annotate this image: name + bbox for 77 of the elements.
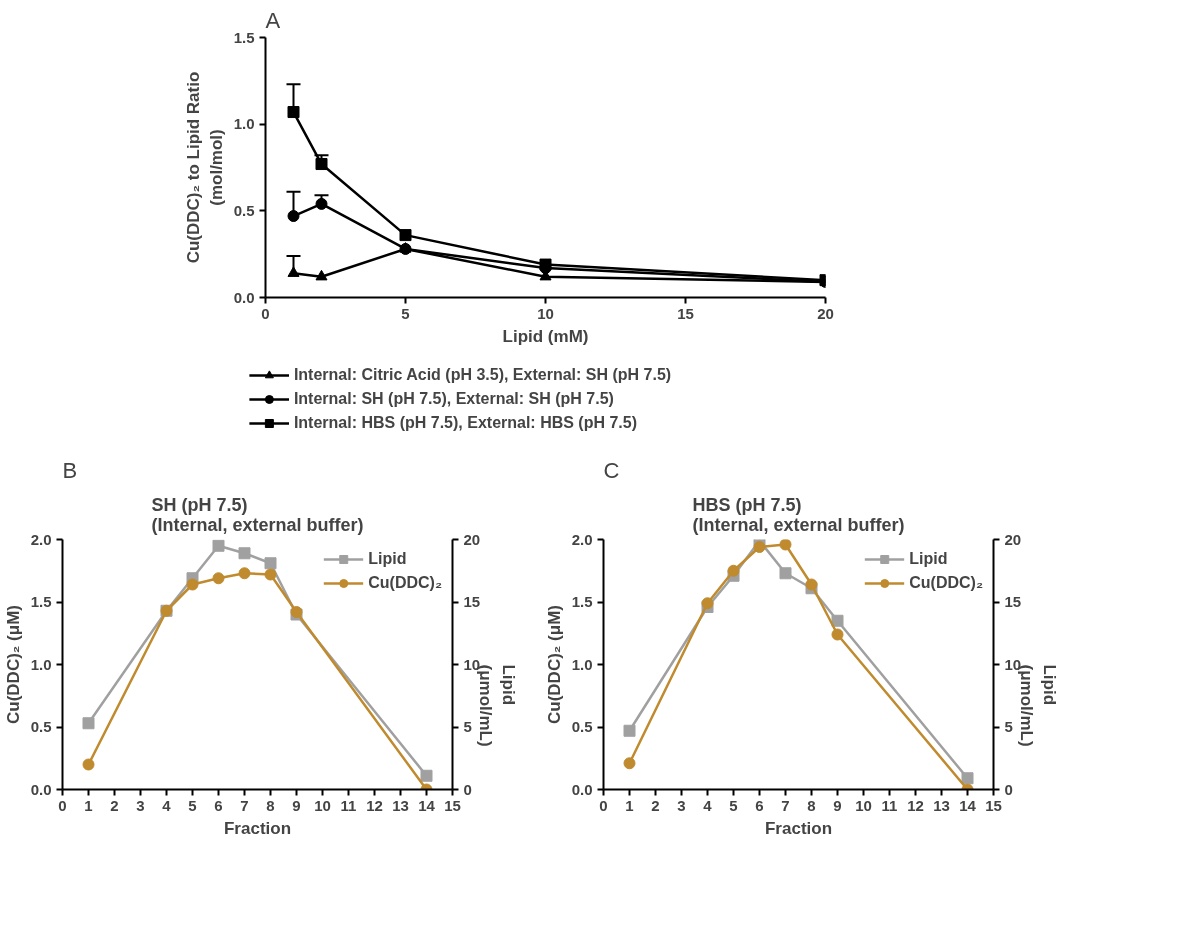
x-tick-label: 1 — [625, 796, 634, 814]
y-axis-title: Cu(DDC)₂ to Lipid Ratio (mol/mol) — [183, 71, 226, 264]
x-tick-label: 20 — [817, 304, 834, 322]
x-tick-label: 3 — [677, 796, 686, 814]
x-tick-label: 0 — [58, 796, 67, 814]
y-tick-label: 0.5 — [571, 718, 593, 735]
x-tick-label: 0 — [599, 796, 608, 814]
x-tick-label: 5 — [401, 304, 410, 322]
x-tick-label: 15 — [444, 796, 461, 814]
x-tick-label: 2 — [110, 796, 119, 814]
legend-label: Cu(DDC)₂ — [368, 574, 442, 592]
y-tick-label: 1.5 — [30, 593, 52, 610]
x-tick-label: 14 — [418, 796, 436, 814]
x-tick-label: 3 — [136, 796, 145, 814]
y-tick-label: 2.0 — [571, 530, 593, 548]
x-tick-label: 10 — [314, 796, 331, 814]
x-tick-label: 4 — [703, 796, 713, 814]
x-tick-label: 11 — [340, 796, 357, 814]
x-tick-label: 7 — [240, 796, 249, 814]
legend-label: Lipid — [368, 550, 407, 568]
x-tick-label: 5 — [729, 796, 738, 814]
legend-label: Internal: Citric Acid (pH 3.5), External: SH (pH 7.5) — [293, 366, 672, 384]
x-tick-label: 15 — [985, 796, 1002, 814]
y-tick-label: 1.5 — [571, 593, 593, 610]
x-tick-label: 7 — [781, 796, 790, 814]
y-tick-label: 0.5 — [30, 718, 52, 735]
y2-tick-label: 20 — [1004, 530, 1022, 548]
y-tick-label: 1.5 — [233, 28, 255, 46]
y-tick-label: 0.0 — [571, 780, 593, 798]
legend-label: Internal: HBS (pH 7.5), External: HBS (pH 7.5) — [293, 414, 638, 432]
chart-title: HBS (pH 7.5) (Internal, external buffer) — [692, 494, 905, 535]
x-tick-label: 6 — [214, 796, 223, 814]
x-tick-label: 8 — [807, 796, 816, 814]
x-tick-label: 6 — [755, 796, 764, 814]
x-tick-label: 14 — [959, 796, 977, 814]
y-tick-label: 1.0 — [233, 115, 255, 133]
x-tick-label: 2 — [651, 796, 660, 814]
y2-tick-label: 15 — [1004, 593, 1022, 610]
x-tick-label: 12 — [907, 796, 924, 814]
legend-label: Internal: SH (pH 7.5), External: SH (pH 7.5) — [293, 390, 614, 408]
x-tick-label: 13 — [392, 796, 409, 814]
text: C — [603, 457, 620, 483]
x-tick-label: 10 — [537, 304, 554, 322]
x-axis-title: Fraction — [764, 818, 833, 838]
x-axis-title: Fraction — [223, 818, 292, 838]
text: B — [62, 457, 78, 483]
x-tick-label: 10 — [855, 796, 872, 814]
x-tick-label: 9 — [833, 796, 842, 814]
x-tick-label: 15 — [677, 304, 694, 322]
chart-title: SH (pH 7.5) (Internal, external buffer) — [151, 494, 364, 535]
y2-tick-label: 5 — [1004, 718, 1013, 735]
legend-label: Cu(DDC)₂ — [909, 574, 983, 592]
x-axis-title: Lipid (mM) — [502, 326, 589, 346]
y2-tick-label: 20 — [463, 530, 481, 548]
x-tick-label: 5 — [188, 796, 197, 814]
y2-tick-label: 0 — [1004, 780, 1013, 798]
y-axis-title: Cu(DDC)₂ (μM) — [3, 605, 23, 724]
y2-tick-label: 5 — [463, 718, 472, 735]
text: A — [265, 7, 281, 33]
legend-label: Lipid — [909, 550, 948, 568]
x-tick-label: 0 — [261, 304, 270, 322]
x-tick-label: 8 — [266, 796, 275, 814]
y-tick-label: 0.0 — [30, 780, 52, 798]
y-tick-label: 2.0 — [30, 530, 52, 548]
x-tick-label: 4 — [162, 796, 172, 814]
y2-tick-label: 0 — [463, 780, 472, 798]
x-tick-label: 9 — [292, 796, 301, 814]
y-tick-label: 1.0 — [30, 655, 52, 673]
y2-tick-label: 15 — [463, 593, 481, 610]
y-tick-label: 1.0 — [571, 655, 593, 673]
y-tick-label: 0.5 — [233, 201, 255, 219]
x-tick-label: 13 — [933, 796, 950, 814]
x-tick-label: 12 — [366, 796, 383, 814]
y-tick-label: 0.0 — [233, 288, 255, 306]
x-tick-label: 1 — [84, 796, 93, 814]
x-tick-label: 11 — [881, 796, 898, 814]
y-axis-title: Cu(DDC)₂ (μM) — [544, 605, 564, 724]
